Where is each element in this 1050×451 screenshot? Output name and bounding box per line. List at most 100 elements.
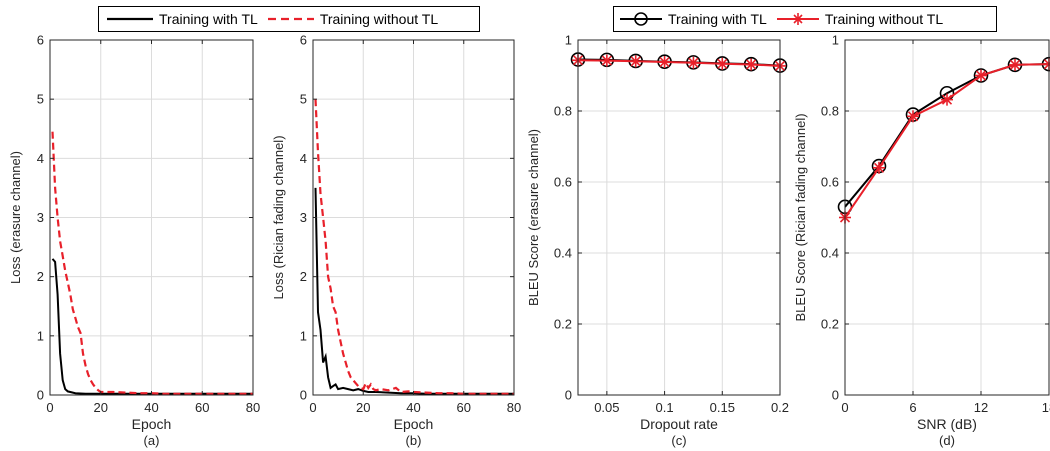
- x-tick-label: 0: [841, 400, 848, 415]
- star-marker-stroke: [907, 111, 919, 122]
- y-tick-label: 0.4: [821, 246, 839, 261]
- x-tick-label: 20: [94, 400, 108, 415]
- x-tick-label: 0.1: [656, 400, 674, 415]
- x-tick-label: 0.2: [771, 400, 789, 415]
- star-marker: [1009, 58, 1021, 71]
- y-axis-label: BLEU Score (erasure channel): [526, 129, 541, 306]
- legend-label: Training with TL: [159, 11, 258, 27]
- circle-marker: [973, 68, 989, 83]
- y-tick-label: 4: [300, 151, 307, 166]
- y-axis-label: Loss (erasure channel): [8, 151, 23, 284]
- x-tick-label: 12: [974, 400, 988, 415]
- star-marker: [600, 54, 613, 67]
- x-tick-label: 18: [1042, 400, 1050, 415]
- x-axis-label: Dropout rate: [640, 416, 718, 432]
- legend-entry-without-tl: Training without TL: [266, 11, 438, 27]
- star-marker: [629, 55, 642, 68]
- y-tick-label: 0.4: [554, 246, 572, 261]
- star-marker-stroke: [873, 162, 885, 173]
- star-marker: [941, 93, 953, 106]
- x-tick-label: 6: [909, 400, 916, 415]
- y-tick-label: 1: [565, 33, 572, 48]
- x-axis-label: SNR (dB): [917, 416, 977, 432]
- axes-frame: [577, 39, 781, 396]
- x-tick-label: 0: [309, 400, 316, 415]
- y-tick-label: 1: [300, 328, 307, 343]
- series-line-without-tl: [314, 99, 514, 395]
- y-tick-label: 5: [300, 92, 307, 107]
- panel-label: (a): [144, 433, 160, 448]
- x-axis-label: Epoch: [394, 416, 434, 432]
- star-marker: [907, 110, 919, 123]
- legend-swatch-solid-line: [107, 17, 153, 21]
- x-axis-label: Epoch: [132, 416, 172, 432]
- star-marker: [687, 56, 700, 69]
- x-tick-label: 40: [144, 400, 158, 415]
- panel-label: (c): [671, 433, 686, 448]
- legend-swatch-dashed-line: [267, 17, 314, 21]
- x-tick-label: 40: [406, 400, 420, 415]
- y-tick-label: 6: [37, 33, 44, 48]
- legend-label: Training without TL: [824, 11, 944, 27]
- plot-background: [578, 40, 780, 395]
- y-axis-label: Loss (Rician fading channel): [271, 135, 286, 299]
- x-tick-label: 60: [195, 400, 209, 415]
- panel-label: (d): [939, 433, 955, 448]
- legend-right: Training with TL Training without TL: [613, 6, 997, 32]
- y-tick-label: 5: [37, 92, 44, 107]
- y-tick-label: 0: [565, 388, 572, 403]
- y-tick-label: 0: [300, 388, 307, 403]
- star-marker-stroke: [630, 56, 641, 67]
- y-tick-label: 2: [300, 269, 307, 284]
- star-marker: [873, 161, 885, 174]
- x-tick-label: 0: [46, 400, 53, 415]
- series-line-with-tl: [314, 187, 514, 395]
- star-marker: [658, 56, 671, 69]
- y-tick-label: 3: [37, 210, 44, 225]
- legend-entry-without-tl: Training without TL: [775, 11, 943, 27]
- series-line-without-tl: [51, 131, 253, 395]
- y-tick-label: 1: [37, 328, 44, 343]
- x-tick-label: 20: [356, 400, 370, 415]
- y-tick-label: 3: [300, 210, 307, 225]
- legend-entry-with-tl: Training with TL: [618, 11, 767, 27]
- x-tick-label: 60: [457, 400, 471, 415]
- legend-label: Training with TL: [668, 11, 767, 27]
- star-marker-stroke: [659, 56, 670, 68]
- y-tick-label: 0: [37, 388, 44, 403]
- y-axis-label: BLEU Score (Rician fading channel): [793, 113, 808, 321]
- legend-swatch-circle-marker: [620, 12, 662, 26]
- axes-frame: [844, 39, 1050, 396]
- star-marker: [745, 58, 758, 71]
- legend-left: Training with TL Training without TL: [98, 6, 480, 32]
- star-marker-stroke: [688, 57, 699, 68]
- star-marker-stroke: [717, 58, 728, 69]
- star-marker-stroke: [601, 55, 612, 66]
- x-tick-label: 80: [246, 400, 260, 415]
- legend-label: Training without TL: [319, 11, 439, 27]
- y-tick-label: 6: [300, 33, 307, 48]
- y-tick-label: 0: [832, 388, 839, 403]
- y-tick-label: 4: [37, 151, 44, 166]
- y-tick-label: 2: [37, 269, 44, 284]
- x-tick-label: 0.05: [594, 400, 619, 415]
- legend-entry-with-tl: Training with TL: [105, 11, 258, 27]
- y-tick-label: 0.2: [821, 317, 839, 332]
- star-marker-stroke: [941, 94, 953, 105]
- legend-swatch-star-marker: [776, 13, 819, 25]
- y-tick-label: 0.8: [554, 104, 572, 119]
- star-marker: [716, 57, 729, 70]
- y-tick-label: 0.6: [554, 175, 572, 190]
- star-marker-stroke: [1009, 59, 1021, 70]
- star-marker: [975, 69, 987, 82]
- y-tick-label: 0.6: [821, 175, 839, 190]
- x-tick-label: 80: [507, 400, 521, 415]
- y-tick-label: 0.8: [821, 104, 839, 119]
- star-marker-stroke: [975, 70, 987, 81]
- panel-label: (b): [406, 433, 422, 448]
- y-tick-label: 1: [832, 33, 839, 48]
- y-tick-label: 0.2: [554, 317, 572, 332]
- x-tick-label: 0.15: [710, 400, 735, 415]
- star-marker-stroke: [746, 59, 757, 70]
